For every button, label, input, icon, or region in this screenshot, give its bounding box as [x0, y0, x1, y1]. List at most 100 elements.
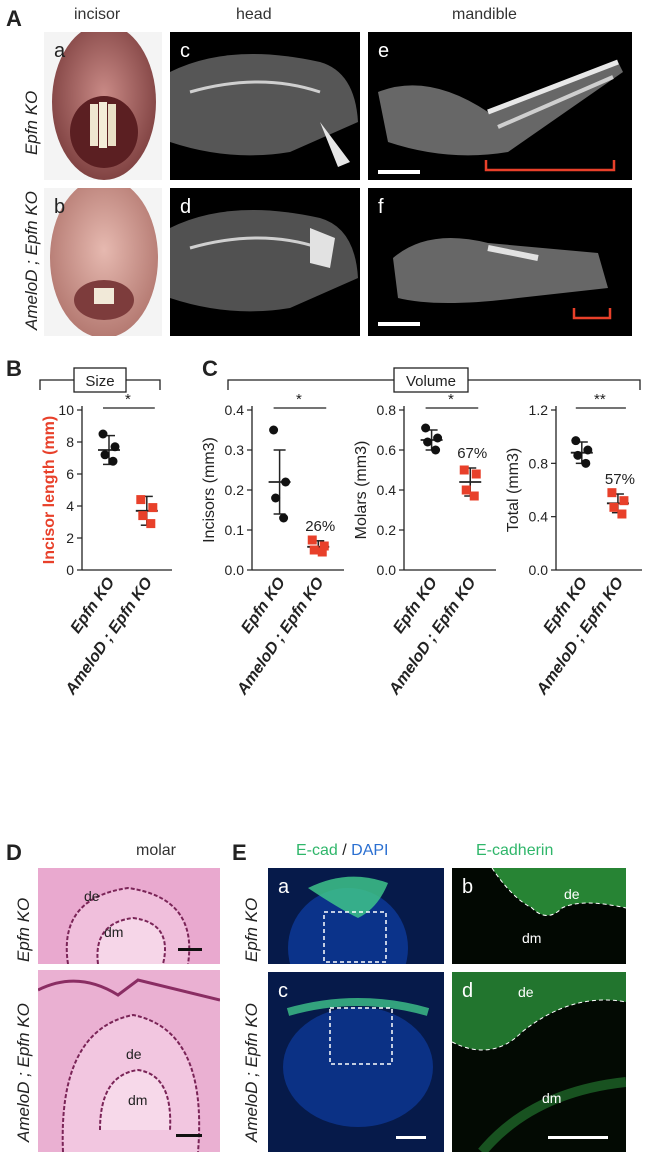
y-tick-label: 0.8: [377, 402, 397, 418]
y-tick-label: 0.0: [377, 562, 397, 578]
data-point: [433, 433, 443, 443]
y-tick-label: 0.1: [225, 522, 245, 538]
fluoro-illustration: [268, 868, 444, 964]
sublabel-f: f: [378, 196, 384, 218]
title-separator: /: [337, 842, 352, 859]
significance-stars: **: [594, 391, 606, 408]
mandible-xray-illustration: [393, 238, 612, 320]
row-label-ameloD-epfn-ko-d: AmeloD ; Epfn KO: [14, 1003, 33, 1142]
inset-box: [323, 911, 387, 963]
y-tick-label: 6: [66, 466, 74, 482]
y-tick-label: 0.3: [225, 442, 245, 458]
scale-bar: [396, 1136, 426, 1139]
he-stain-illustration: [38, 970, 220, 1152]
skull-xray-illustration: [170, 54, 358, 167]
y-tick-label: 1.2: [529, 402, 549, 418]
percent-annotation: 67%: [457, 445, 487, 462]
y-tick-label: 8: [66, 434, 74, 450]
scale-bar: [176, 1134, 202, 1137]
photo-incisor-ameloD: b: [44, 188, 162, 336]
data-point: [98, 429, 108, 439]
data-point: [617, 509, 627, 519]
data-point: [421, 423, 431, 433]
data-point: [581, 458, 591, 468]
column-title-mandible: mandible: [452, 6, 517, 23]
panel-letter-d: D: [6, 840, 22, 865]
y-tick-label: 0.4: [225, 402, 245, 418]
mandible-xray-illustration: [378, 59, 623, 172]
significance-stars: *: [296, 391, 302, 408]
fluoro-ecad-dapi-ameloD: c: [268, 972, 444, 1152]
y-tick-label: 0.6: [377, 442, 397, 458]
label-dm: dm: [128, 1092, 148, 1108]
xray-head-ameloD: d: [170, 188, 360, 336]
data-point: [100, 450, 110, 460]
fluoro-ecad-epfn-ko: b de dm: [452, 868, 626, 964]
row-label-epfn-ko-d: Epfn KO: [14, 897, 33, 962]
ecad-label: E-cad: [296, 842, 338, 859]
y-tick-label: 10: [58, 402, 74, 418]
volume-header: [227, 367, 641, 393]
y-axis-label: Incisors (mm3): [201, 437, 218, 543]
mouse-mouth-illustration: [50, 188, 158, 336]
xray-head-epfn-ko: c: [170, 32, 360, 180]
column-title-incisor: incisor: [74, 6, 121, 23]
percent-annotation: 57%: [605, 471, 635, 488]
label-dm: dm: [542, 1090, 562, 1106]
sublabel-e-c: c: [278, 980, 288, 1002]
skull-xray-illustration: [170, 210, 358, 312]
scale-bar: [378, 170, 420, 174]
y-tick-label: 0.4: [529, 509, 549, 525]
data-point: [269, 425, 279, 435]
label-de: de: [84, 888, 100, 904]
data-point: [319, 541, 329, 551]
y-axis-label: Incisor length (mm): [41, 416, 58, 564]
data-point: [607, 488, 617, 498]
row-label-ameloD-epfn-ko-e: AmeloD ; Epfn KO: [242, 1003, 261, 1142]
significance-stars: *: [448, 391, 454, 408]
data-point: [108, 456, 118, 466]
y-axis-label: Total (mm3): [505, 448, 522, 532]
data-point: [471, 469, 481, 479]
y-tick-label: 0.0: [529, 562, 549, 578]
histology-ameloD: de dm: [38, 970, 220, 1152]
column-title-head: head: [236, 6, 272, 23]
data-point: [423, 437, 433, 447]
scale-bar: [378, 322, 420, 326]
dapi-label: DAPI: [351, 842, 389, 859]
data-point: [459, 465, 469, 475]
fluoro-ecad-ameloD: d de dm: [452, 972, 626, 1152]
y-tick-label: 0.8: [529, 455, 549, 471]
data-point: [461, 485, 471, 495]
data-point: [136, 495, 146, 505]
sublabel-c: c: [180, 40, 190, 62]
fluoro-illustration: [268, 972, 444, 1152]
fluoro-illustration: [452, 972, 626, 1152]
sublabel-b: b: [54, 196, 66, 218]
sublabel-a: a: [54, 40, 66, 62]
y-axis-label: Molars (mm3): [353, 441, 370, 540]
percent-annotation: 26%: [305, 518, 335, 535]
data-point: [281, 477, 291, 487]
sublabel-e-a: a: [278, 876, 290, 898]
data-point: [431, 445, 441, 455]
histology-epfn-ko: de dm: [38, 868, 220, 964]
size-header: [39, 367, 161, 393]
panel-letter-a: A: [6, 6, 22, 31]
data-point: [571, 436, 581, 446]
label-dm: dm: [522, 930, 542, 946]
sublabel-e-d: d: [462, 980, 474, 1002]
scale-bar: [548, 1136, 608, 1139]
fluoro-illustration: [452, 868, 626, 964]
photo-incisor-epfn-ko: a: [44, 32, 162, 180]
data-point: [110, 442, 120, 452]
he-stain-illustration: [38, 868, 220, 964]
data-point: [317, 547, 327, 557]
y-tick-label: 0.2: [225, 482, 245, 498]
row-label-epfn-ko-e: Epfn KO: [242, 897, 261, 962]
sublabel-e-b: b: [462, 876, 474, 898]
inset-box: [329, 1007, 393, 1065]
panel-letter-e: E: [232, 840, 247, 865]
data-point: [148, 503, 158, 513]
